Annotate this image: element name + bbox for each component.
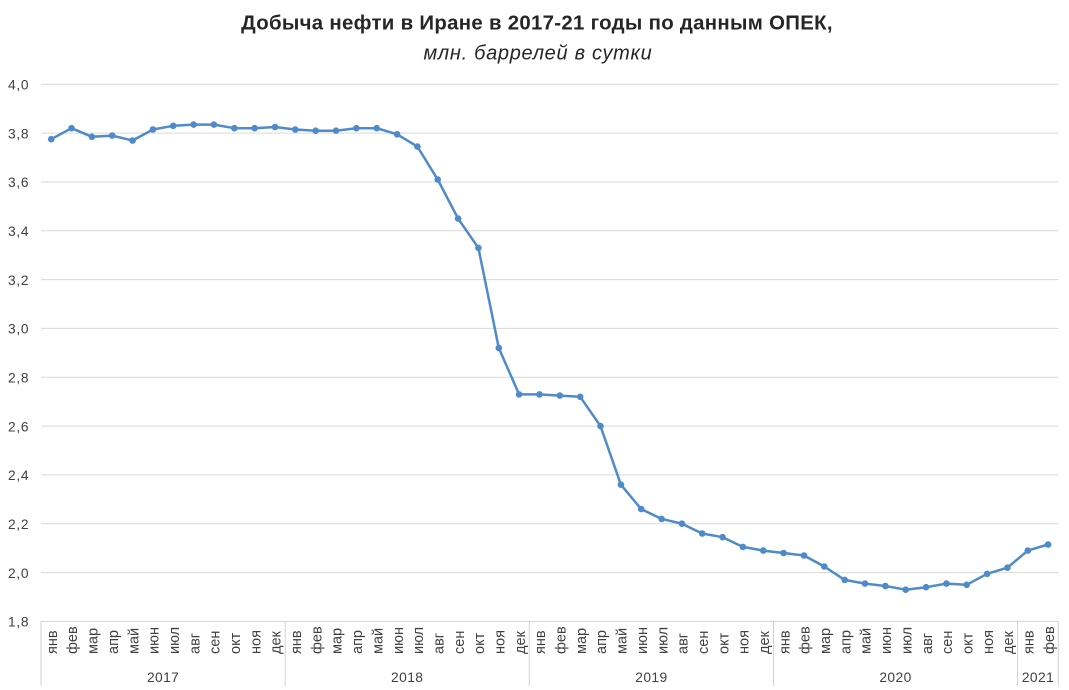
svg-text:1,8: 1,8: [8, 615, 29, 630]
svg-text:янв: янв: [1022, 630, 1038, 654]
svg-text:янв: янв: [45, 630, 61, 654]
svg-text:мар: мар: [818, 628, 834, 654]
svg-text:2017: 2017: [147, 670, 179, 685]
svg-text:2019: 2019: [635, 670, 667, 685]
svg-text:апр: апр: [838, 630, 854, 654]
svg-text:май: май: [370, 628, 386, 654]
svg-text:авг: авг: [676, 633, 692, 654]
svg-text:2021: 2021: [1022, 670, 1054, 685]
svg-text:дек: дек: [269, 630, 285, 654]
svg-text:апр: апр: [594, 630, 610, 654]
svg-text:авг: авг: [431, 633, 447, 654]
svg-text:окт: окт: [716, 632, 732, 654]
svg-text:окт: окт: [472, 632, 488, 654]
svg-text:3,8: 3,8: [8, 126, 29, 141]
svg-text:окт: окт: [960, 632, 976, 654]
svg-text:ноя: ноя: [493, 630, 509, 654]
svg-text:ноя: ноя: [248, 630, 264, 654]
svg-text:окт: окт: [228, 632, 244, 654]
svg-text:мар: мар: [86, 628, 102, 654]
svg-text:3,0: 3,0: [8, 322, 29, 337]
svg-text:июн: июн: [635, 627, 651, 654]
svg-text:дек: дек: [513, 630, 529, 654]
svg-text:3,4: 3,4: [8, 224, 29, 239]
svg-text:млн. баррелей в сутки: млн. баррелей в сутки: [424, 43, 653, 65]
svg-text:2018: 2018: [391, 670, 423, 685]
svg-text:июл: июл: [899, 627, 915, 654]
svg-text:2,8: 2,8: [8, 371, 29, 386]
svg-text:сен: сен: [452, 631, 468, 654]
svg-text:июл: июл: [655, 627, 671, 654]
svg-text:май: май: [859, 628, 875, 654]
svg-text:4,0: 4,0: [8, 78, 29, 93]
svg-text:3,6: 3,6: [8, 175, 29, 190]
svg-text:янв: янв: [289, 630, 305, 654]
svg-text:авг: авг: [187, 633, 203, 654]
svg-text:2,6: 2,6: [8, 419, 29, 434]
svg-text:июн: июн: [147, 627, 163, 654]
svg-text:июн: июн: [391, 627, 407, 654]
svg-text:мар: мар: [574, 628, 590, 654]
svg-text:3,2: 3,2: [8, 273, 29, 288]
svg-text:фев: фев: [554, 626, 570, 654]
svg-text:2,2: 2,2: [8, 517, 29, 532]
svg-text:мар: мар: [330, 628, 346, 654]
svg-text:фев: фев: [65, 626, 81, 654]
svg-text:Добыча нефти в Иране в 2017-21: Добыча нефти в Иране в 2017-21 годы по д…: [241, 13, 833, 35]
svg-text:авг: авг: [920, 633, 936, 654]
svg-text:апр: апр: [106, 630, 122, 654]
svg-text:июн: июн: [879, 627, 895, 654]
svg-text:фев: фев: [309, 626, 325, 654]
svg-text:дек: дек: [1001, 630, 1017, 654]
svg-text:дек: дек: [757, 630, 773, 654]
svg-text:сен: сен: [940, 631, 956, 654]
svg-text:янв: янв: [777, 630, 793, 654]
svg-text:янв: янв: [533, 630, 549, 654]
svg-text:май: май: [126, 628, 142, 654]
svg-text:ноя: ноя: [981, 630, 997, 654]
svg-text:фев: фев: [798, 626, 814, 654]
svg-text:сен: сен: [696, 631, 712, 654]
svg-text:фев: фев: [1042, 626, 1058, 654]
svg-text:сен: сен: [208, 631, 224, 654]
svg-text:2020: 2020: [879, 670, 911, 685]
svg-text:2,4: 2,4: [8, 468, 29, 483]
svg-text:май: май: [615, 628, 631, 654]
svg-text:ноя: ноя: [737, 630, 753, 654]
svg-text:апр: апр: [350, 630, 366, 654]
svg-text:июл: июл: [167, 627, 183, 654]
svg-text:2,0: 2,0: [8, 566, 29, 581]
svg-text:июл: июл: [411, 627, 427, 654]
